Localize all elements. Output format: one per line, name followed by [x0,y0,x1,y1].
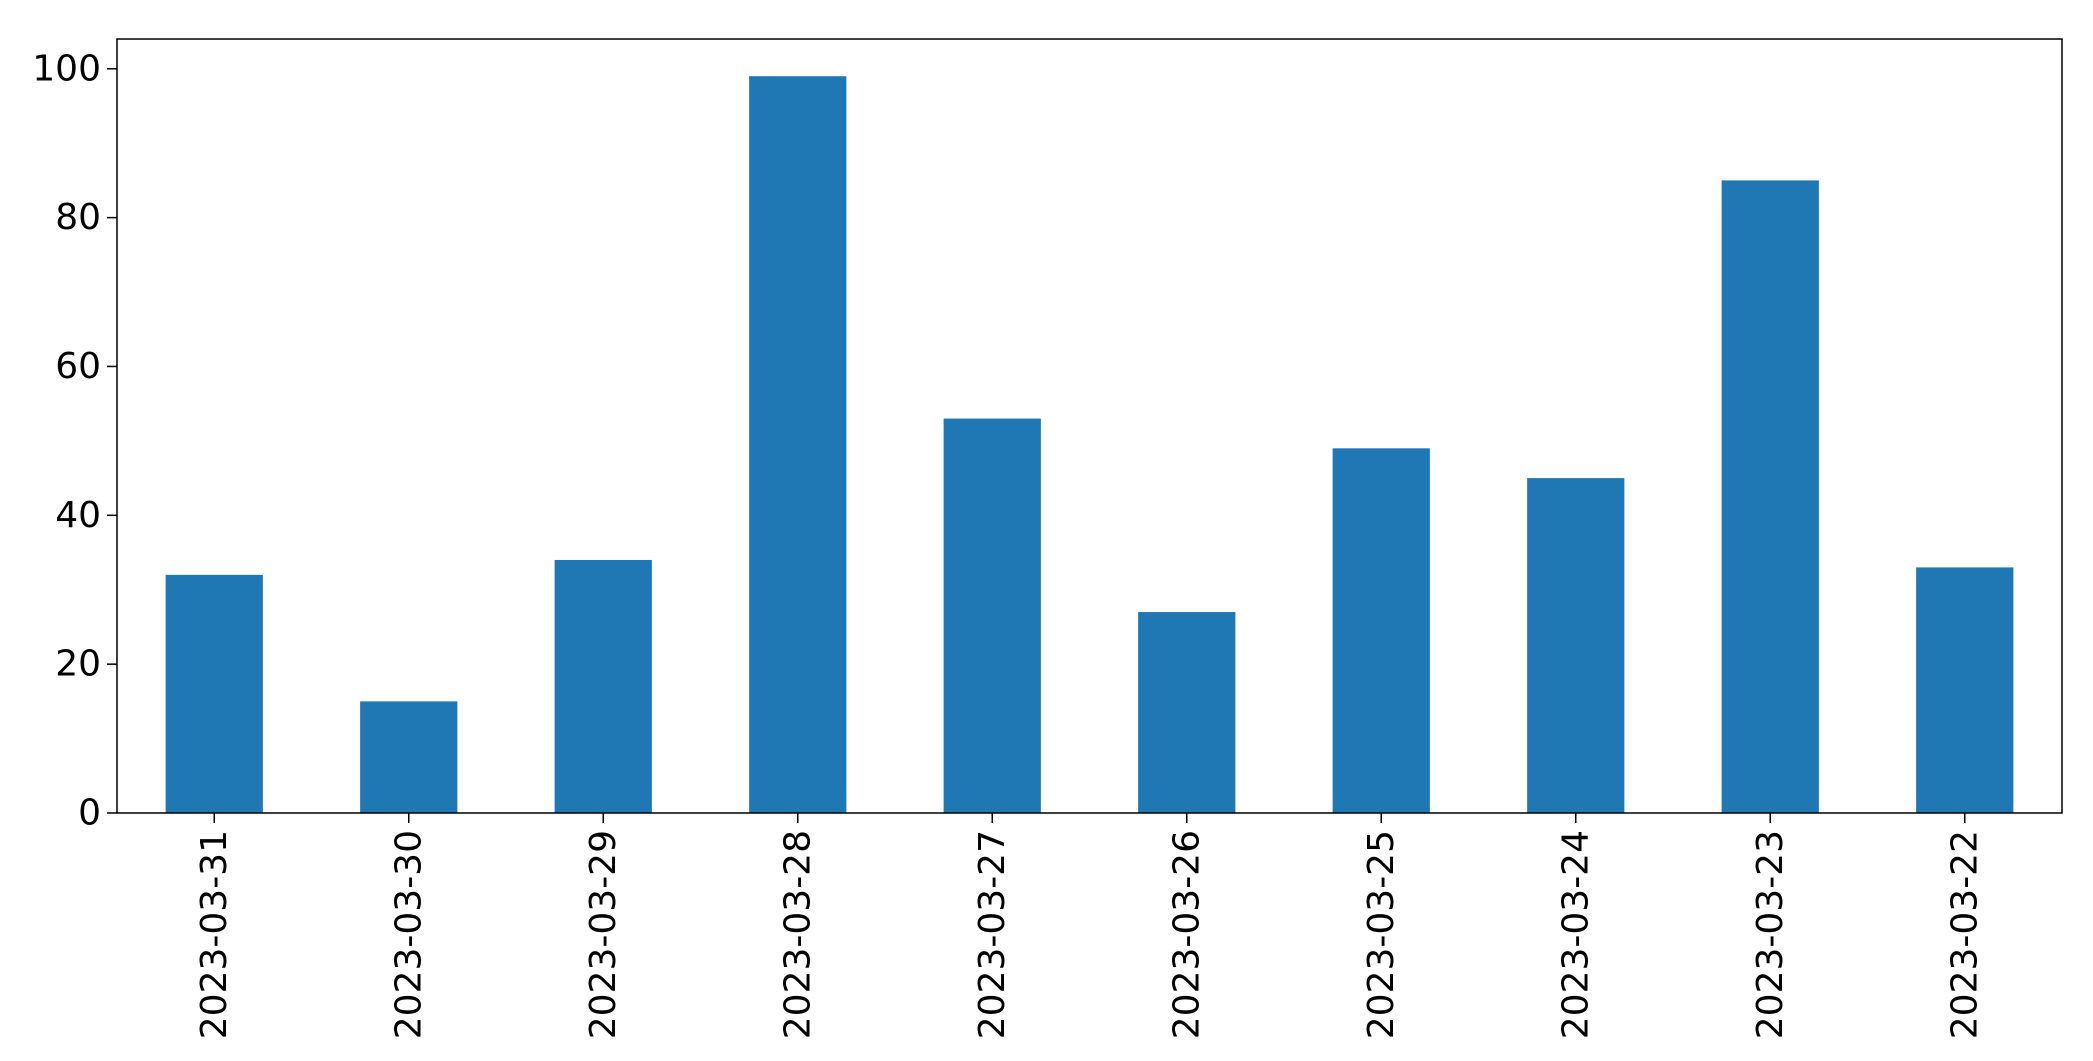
bar-2023-03-25 [1332,448,1430,813]
x-tick-label: 2023-03-23 [1750,830,1791,1039]
y-tick-label: 80 [55,197,101,238]
y-tick-label: 0 [78,793,101,834]
bars-group [165,76,2014,814]
x-tick-label: 2023-03-26 [1166,830,1207,1039]
x-tick-label: 2023-03-28 [777,830,818,1039]
bar-2023-03-24 [1527,478,1625,813]
x-tick-label: 2023-03-25 [1361,830,1402,1039]
y-tick-label: 20 [55,644,101,685]
y-tick-label: 100 [32,48,101,89]
x-tick-label: 2023-03-30 [388,830,429,1039]
x-axis: 2023-03-31 2023-03-30 2023-03-29 2023-03-28… [194,813,1985,1039]
plot-frame [116,38,2063,814]
bar-2023-03-28 [749,76,847,813]
bar-2023-03-30 [360,701,458,813]
y-axis: 0 20 40 60 80 100 [32,48,117,834]
bar-2023-03-22 [1916,567,2014,813]
bar-2023-03-31 [165,574,263,813]
bar-2023-03-26 [1138,612,1236,813]
y-tick-label: 40 [55,495,101,536]
x-tick-label: 2023-03-22 [1944,830,1985,1039]
bar-2023-03-29 [554,559,652,813]
x-tick-label: 2023-03-24 [1555,830,1596,1039]
bar-2023-03-27 [943,418,1041,813]
x-tick-label: 2023-03-27 [972,830,1013,1039]
y-tick-label: 60 [55,346,101,387]
bar-2023-03-23 [1721,180,1819,814]
x-tick-label: 2023-03-31 [194,830,235,1039]
x-tick-label: 2023-03-29 [583,830,624,1039]
